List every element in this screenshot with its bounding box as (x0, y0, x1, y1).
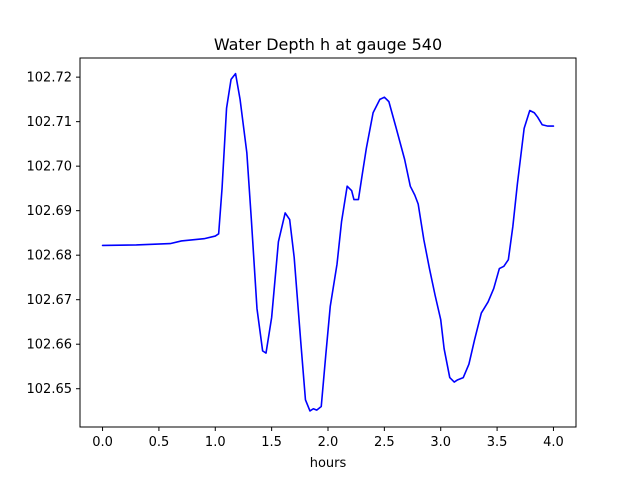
x-tick-label: 0.0 (92, 435, 113, 450)
y-tick-label: 102.70 (27, 160, 73, 175)
y-tick-label: 102.65 (27, 382, 73, 397)
x-tick-label: 2.0 (318, 435, 339, 450)
series-line (101, 72, 555, 412)
x-tick-label: 1.5 (261, 435, 282, 450)
x-tick-label: 3.5 (487, 435, 508, 450)
y-tick-label: 102.66 (27, 338, 73, 353)
x-axis: 0.0 0.5 1.0 1.5 2.0 2.5 3.0 3.5 4.0 (92, 427, 564, 450)
y-axis: 102.65 102.66 102.67 102.68 102.69 102.70 102.… (27, 71, 80, 397)
plot-frame (79, 57, 577, 428)
x-tick-label: 3.0 (430, 435, 451, 450)
plot-area (80, 58, 576, 427)
x-tick-label: 1.0 (205, 435, 226, 450)
y-tick-label: 102.67 (27, 293, 73, 308)
y-tick-label: 102.69 (27, 204, 73, 219)
y-tick-label: 102.72 (27, 71, 73, 86)
chart-title: Water Depth h at gauge 540 (214, 35, 442, 54)
x-tick-label: 4.0 (543, 435, 564, 450)
y-tick-label: 102.71 (27, 115, 73, 130)
x-tick-label: 2.5 (374, 435, 395, 450)
y-tick-label: 102.68 (27, 249, 73, 264)
x-axis-label: hours (310, 456, 347, 471)
x-tick-label: 0.5 (149, 435, 170, 450)
